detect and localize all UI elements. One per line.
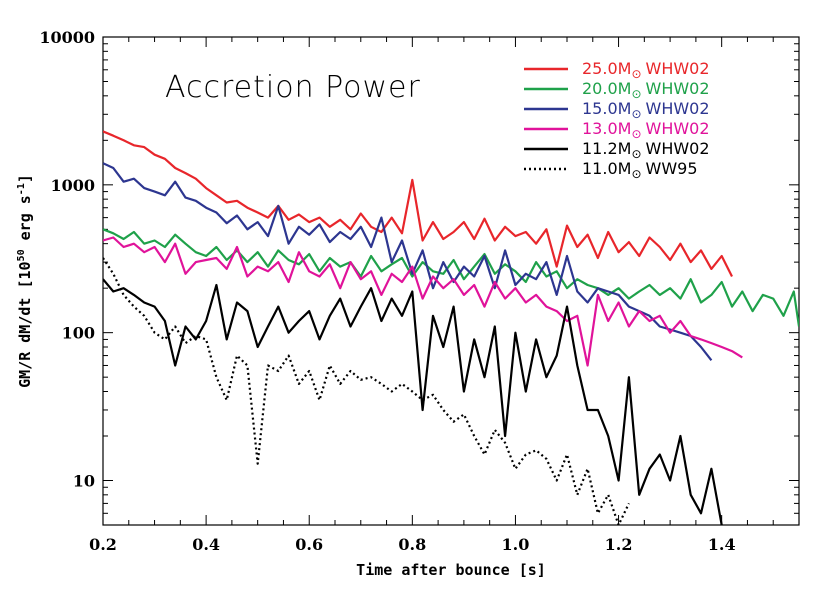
series-line-25-0m [103, 130, 733, 277]
x-tick-label: 0.2 [89, 535, 117, 554]
legend-label: 11.2M⊙ WHW02 [582, 139, 710, 161]
legend-series-name: 11.2M [582, 139, 631, 158]
legend-series-name: 25.0M [582, 59, 631, 78]
y-axis-title-mid: erg s [16, 195, 34, 249]
legend-series-suffix: WHW02 [646, 139, 710, 158]
legend-solar-mass-symbol: ⊙ [631, 87, 641, 101]
x-tick-label: 1.4 [708, 535, 736, 554]
legend-series-suffix: WHW02 [646, 119, 710, 138]
y-axis-title-prefix: GM/R dM/dt [10 [16, 261, 34, 387]
plot-frame [102, 36, 800, 526]
y-axis-title: GM/R dM/dt [1050 erg s-1] [16, 174, 34, 388]
series-line-15-0m [103, 162, 713, 361]
x-tick-label: 0.4 [192, 535, 220, 554]
y-tick-label: 1000 [50, 176, 95, 195]
series-line-11-2m [103, 278, 723, 525]
legend-label: 13.0M⊙ WHW02 [582, 119, 710, 141]
series-line-11-0m [103, 257, 630, 525]
legend-label: 25.0M⊙ WHW02 [582, 59, 710, 81]
legend-solar-mass-symbol: ⊙ [631, 107, 641, 121]
legend-label: 11.0M⊙ WW95 [582, 159, 698, 181]
y-tick-label: 10000 [39, 28, 95, 47]
legend-solar-mass-symbol: ⊙ [631, 127, 641, 141]
legend-series-name: 15.0M [582, 99, 631, 118]
y-axis-title-exp2: -1 [16, 183, 27, 195]
legend-series-suffix: WHW02 [646, 79, 710, 98]
y-axis: 10 100 1000 10000 [39, 28, 799, 526]
legend-series-suffix: WW95 [646, 159, 698, 178]
y-axis-title-exp1: 50 [16, 249, 27, 261]
chart-title: Accretion Power [165, 70, 421, 105]
x-tick-label: 0.8 [398, 535, 426, 554]
legend-series-suffix: WHW02 [646, 99, 710, 118]
legend-label: 20.0M⊙ WHW02 [582, 79, 710, 101]
x-axis-title: Time after bounce [s] [356, 561, 546, 579]
y-axis-title-suffix: ] [16, 174, 34, 183]
series-line-20-0m [103, 228, 799, 327]
legend-series-suffix: WHW02 [646, 59, 710, 78]
legend-series-name: 11.0M [582, 159, 631, 178]
x-tick-label: 0.6 [295, 535, 323, 554]
series-lines [103, 130, 799, 525]
y-tick-label: 10 [73, 471, 95, 490]
legend-solar-mass-symbol: ⊙ [631, 167, 641, 181]
legend-solar-mass-symbol: ⊙ [631, 147, 641, 161]
x-tick-label: 1.2 [605, 535, 633, 554]
series-line-13-0m [103, 236, 743, 367]
legend-series-name: 13.0M [582, 119, 631, 138]
legend-solar-mass-symbol: ⊙ [631, 67, 641, 81]
legend-label: 15.0M⊙ WHW02 [582, 99, 710, 121]
y-tick-label: 100 [62, 324, 95, 343]
x-tick-label: 1.0 [502, 535, 530, 554]
legend-series-name: 20.0M [582, 79, 631, 98]
x-axis: 0.2 0.4 0.6 0.8 1.0 1.2 1.4 [89, 37, 774, 554]
